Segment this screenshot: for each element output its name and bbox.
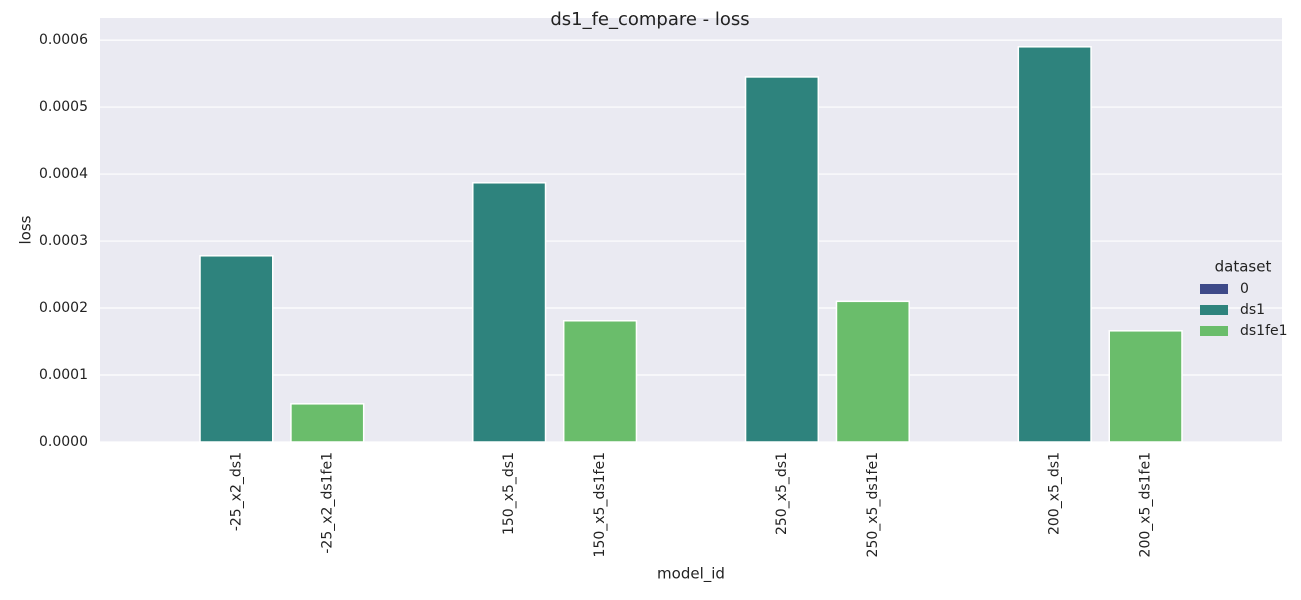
plot-area xyxy=(100,18,1282,442)
x-tick-label: 250_x5_ds1 xyxy=(774,452,790,535)
x-tick-label: 250_x5_ds1fe1 xyxy=(865,452,881,557)
bar xyxy=(1017,46,1092,443)
bar xyxy=(199,255,274,443)
x-tick-label: 200_x5_ds1 xyxy=(1047,452,1063,535)
x-tick-label: 150_x5_ds1fe1 xyxy=(592,452,608,557)
chart-title: ds1_fe_compare - loss xyxy=(550,9,749,30)
x-axis-label: model_id xyxy=(657,565,725,584)
bar xyxy=(835,300,910,443)
x-tick-label: 150_x5_ds1 xyxy=(501,452,517,535)
x-tick-label: -25_x2_ds1fe1 xyxy=(319,452,335,554)
x-tick-label: -25_x2_ds1 xyxy=(228,452,244,531)
y-tick-label: 0.0000 xyxy=(39,434,88,450)
legend-swatch xyxy=(1200,326,1228,336)
legend-title: dataset xyxy=(1215,258,1272,276)
y-tick-label: 0.0006 xyxy=(39,32,88,48)
legend-label: ds1 xyxy=(1240,302,1265,318)
legend-swatch xyxy=(1200,305,1228,315)
x-tick-label: 200_x5_ds1fe1 xyxy=(1138,452,1154,557)
y-tick-label: 0.0002 xyxy=(39,300,88,316)
y-tick-label: 0.0001 xyxy=(39,367,88,383)
bar xyxy=(1108,330,1183,443)
bar xyxy=(744,76,820,443)
y-tick-label: 0.0003 xyxy=(39,233,88,249)
y-tick-label: 0.0004 xyxy=(39,166,88,182)
y-tick-label: 0.0005 xyxy=(39,99,88,115)
bar xyxy=(290,403,365,443)
legend-label: ds1fe1 xyxy=(1240,323,1288,339)
y-axis-label: loss xyxy=(17,215,35,244)
legend-label: 0 xyxy=(1240,281,1249,297)
legend-swatch xyxy=(1200,284,1228,294)
bar xyxy=(562,320,638,443)
bar xyxy=(472,182,547,443)
